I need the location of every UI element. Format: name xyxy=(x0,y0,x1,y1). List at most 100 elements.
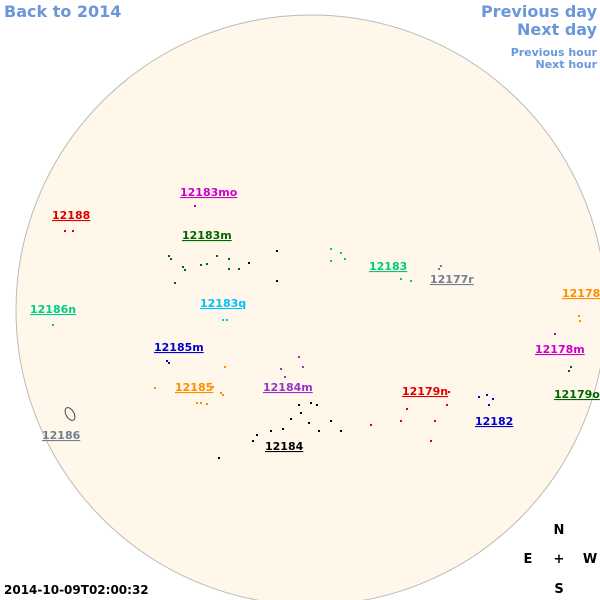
sunspot xyxy=(290,418,292,420)
region-label[interactable]: 12183m xyxy=(182,229,232,242)
sunspot xyxy=(270,430,272,432)
sunspot xyxy=(478,396,480,398)
sunspot xyxy=(200,264,202,266)
sunspot xyxy=(218,457,220,459)
region-label[interactable]: 12185 xyxy=(175,381,213,394)
sunspot xyxy=(184,269,186,271)
sunspot xyxy=(222,394,224,396)
next-hour-link[interactable]: Next hour xyxy=(536,58,598,71)
sunspot xyxy=(578,315,580,317)
sunspot xyxy=(206,403,208,405)
sunspot xyxy=(488,404,490,406)
compass-north: N xyxy=(554,523,565,538)
sunspots xyxy=(52,205,581,459)
sunspot xyxy=(256,434,258,436)
sunspot xyxy=(228,268,230,270)
sunspot xyxy=(340,430,342,432)
sunspot xyxy=(52,324,54,326)
sunspot xyxy=(154,387,156,389)
compass-center: + xyxy=(554,552,565,567)
sunspot xyxy=(170,258,172,260)
sunspot xyxy=(340,252,342,254)
sunspot xyxy=(300,412,302,414)
sunspot xyxy=(492,398,494,400)
region-label[interactable]: 12184m xyxy=(263,381,313,394)
sunspot xyxy=(194,205,196,207)
sunspot xyxy=(554,333,556,335)
sunspot xyxy=(276,280,278,282)
sunspot xyxy=(72,230,74,232)
sunspot xyxy=(308,422,310,424)
sunspot xyxy=(486,394,488,396)
sunspot xyxy=(410,280,412,282)
sunspot xyxy=(222,319,224,321)
plage-outline xyxy=(64,407,76,421)
sunspot xyxy=(344,258,346,260)
compass-east: E xyxy=(524,552,533,567)
sunspot xyxy=(166,360,168,362)
region-label[interactable]: 12178m xyxy=(535,343,585,356)
sunspot xyxy=(434,420,436,422)
sunspot xyxy=(248,262,250,264)
sunspot xyxy=(64,230,66,232)
sunspot xyxy=(446,404,448,406)
sunspot xyxy=(196,402,198,404)
region-label[interactable]: 12183 xyxy=(369,260,407,273)
region-label[interactable]: 12185m xyxy=(154,341,204,354)
timestamp: 2014-10-09T02:00:32 xyxy=(4,583,149,597)
sunspot xyxy=(182,266,184,268)
sunspot xyxy=(440,265,442,267)
sunspot xyxy=(284,376,286,378)
previous-hour-link[interactable]: Previous hour xyxy=(511,46,598,59)
sunspot xyxy=(430,440,432,442)
sunspot xyxy=(318,430,320,432)
sunspot xyxy=(370,424,372,426)
sunspot xyxy=(302,366,304,368)
compass-south: S xyxy=(554,582,563,597)
region-label[interactable]: 12186 xyxy=(42,429,81,442)
sunspot xyxy=(168,362,170,364)
compass-west: W xyxy=(583,552,597,567)
sunspot xyxy=(220,392,222,394)
sunspot xyxy=(168,255,170,257)
sunspot xyxy=(310,402,312,404)
sunspot xyxy=(276,250,278,252)
region-label[interactable]: 12183q xyxy=(200,297,246,310)
sunspot xyxy=(228,258,230,260)
next-day-link[interactable]: Next day xyxy=(517,20,598,39)
sunspot xyxy=(579,320,581,322)
region-label[interactable]: 12184 xyxy=(265,440,304,453)
sunspot xyxy=(174,282,176,284)
region-label[interactable]: 12186n xyxy=(30,303,76,316)
sunspot xyxy=(438,268,440,270)
sunspot xyxy=(568,370,570,372)
sunspot xyxy=(400,420,402,422)
sunspot xyxy=(298,356,300,358)
region-label[interactable]: 12178 xyxy=(562,287,600,300)
sunspot xyxy=(252,440,254,442)
sunspot xyxy=(200,402,202,404)
sunspot xyxy=(206,263,208,265)
sunspot xyxy=(224,366,226,368)
region-label[interactable]: 12179n xyxy=(402,385,448,398)
sunspot xyxy=(212,386,214,388)
sunspot xyxy=(330,420,332,422)
sunspot xyxy=(448,391,450,393)
sunspot xyxy=(330,248,332,250)
region-label[interactable]: 12179o xyxy=(554,388,600,401)
previous-day-link[interactable]: Previous day xyxy=(481,2,598,21)
sunspot xyxy=(406,408,408,410)
sunspot xyxy=(238,268,240,270)
sunspot xyxy=(400,278,402,280)
sunspot xyxy=(280,368,282,370)
region-label[interactable]: 12188 xyxy=(52,209,90,222)
region-label[interactable]: 12177r xyxy=(430,273,474,286)
back-link[interactable]: Back to 2014 xyxy=(4,2,121,21)
sunspot xyxy=(226,319,228,321)
region-label[interactable]: 12182 xyxy=(475,415,513,428)
region-label[interactable]: 12183mo xyxy=(180,186,238,199)
sunspot xyxy=(316,404,318,406)
sunspot xyxy=(298,404,300,406)
sunspot xyxy=(282,428,284,430)
sunspot xyxy=(216,255,218,257)
